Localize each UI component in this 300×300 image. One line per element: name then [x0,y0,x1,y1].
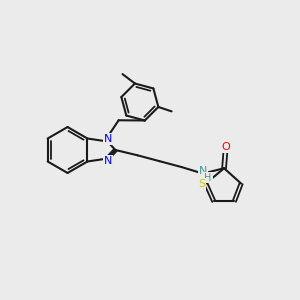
Text: H: H [205,173,212,183]
Text: S: S [198,179,205,189]
Text: N: N [104,156,112,166]
Text: O: O [221,142,230,152]
Text: N: N [199,167,207,176]
Text: N: N [104,134,112,144]
